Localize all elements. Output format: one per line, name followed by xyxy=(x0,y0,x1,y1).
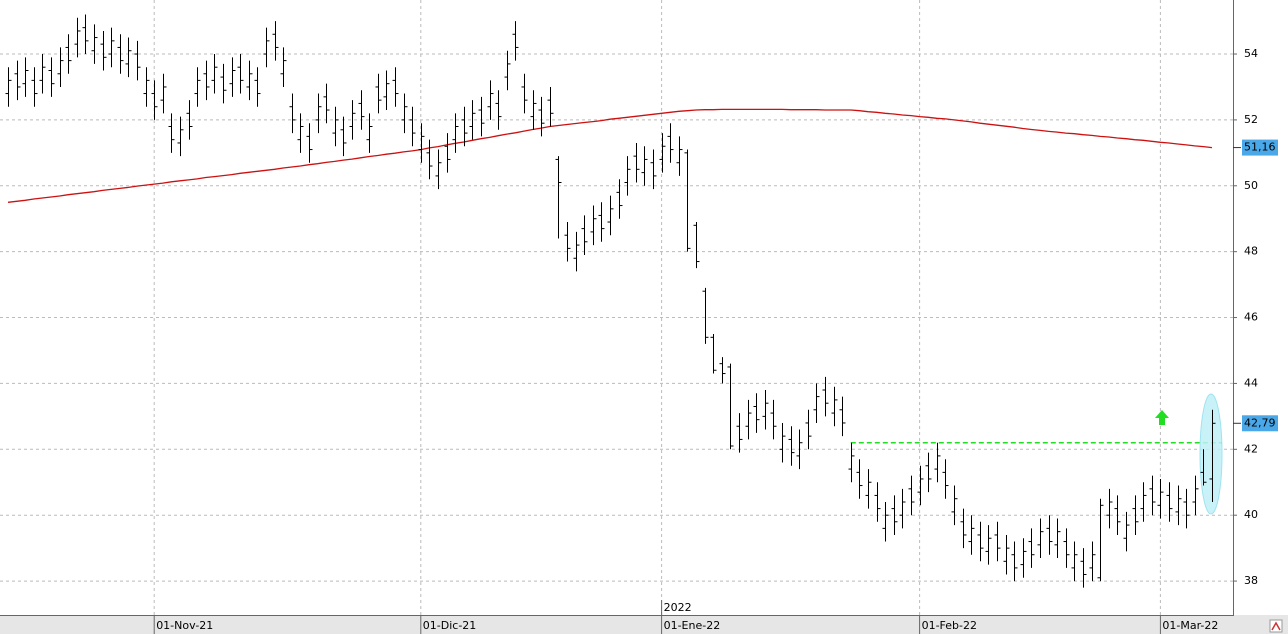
x-tick-label: 01-Mar-22 xyxy=(1162,619,1218,632)
last-value-label: 42,79 xyxy=(1244,416,1276,429)
highlight xyxy=(1199,393,1223,515)
x-axis-strip xyxy=(0,615,1288,634)
y-tick-label: 44 xyxy=(1244,376,1258,389)
year-label: 2022 xyxy=(664,601,692,614)
y-tick-label: 42 xyxy=(1244,442,1258,455)
x-tick-label: 01-Ene-22 xyxy=(664,619,721,632)
y-tick-label: 38 xyxy=(1244,574,1258,587)
last-value-box xyxy=(1242,415,1278,432)
y-tick-label: 50 xyxy=(1244,179,1258,192)
x-tick-label: 01-Dic-21 xyxy=(423,619,477,632)
last-value-box xyxy=(1242,139,1278,156)
last-value-label: 51,16 xyxy=(1244,141,1276,154)
up-arrow xyxy=(1155,410,1169,425)
corner-icon-glyph xyxy=(1271,621,1281,631)
y-tick-label: 46 xyxy=(1244,311,1258,324)
x-tick-label: 01-Feb-22 xyxy=(922,619,977,632)
y-tick-label: 40 xyxy=(1244,508,1258,521)
moving-average xyxy=(7,108,1213,203)
x-tick-label: 01-Nov-21 xyxy=(156,619,213,632)
y-tick-label: 48 xyxy=(1244,245,1258,258)
y-tick-label: 54 xyxy=(1244,47,1258,60)
y-tick-label: 52 xyxy=(1244,113,1258,126)
